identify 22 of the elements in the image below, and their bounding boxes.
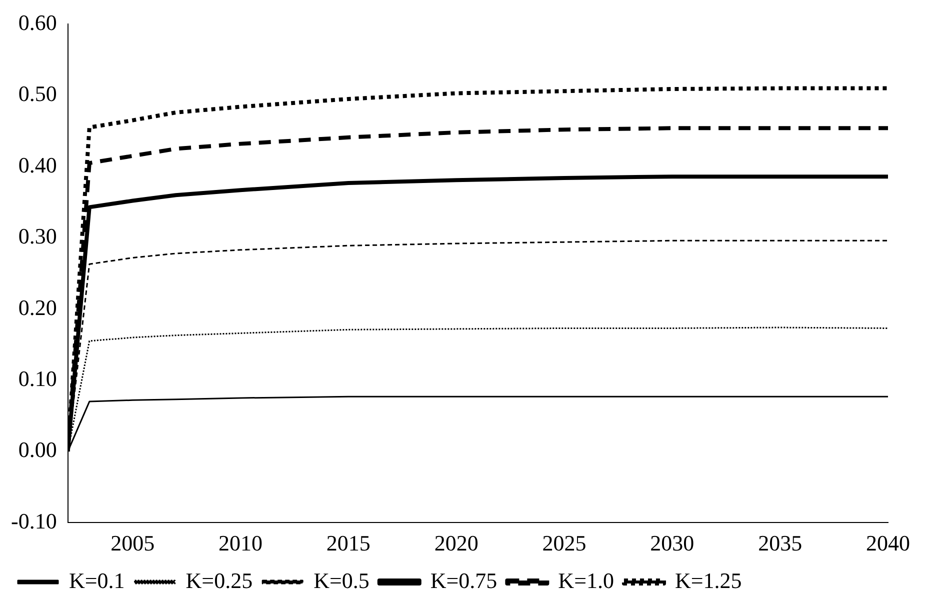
y-tick-label: 0.50 <box>18 81 57 106</box>
x-tick-label: 2005 <box>110 530 155 556</box>
legend-label: K=0.25 <box>186 568 253 593</box>
legend-label: K=0.75 <box>430 568 498 593</box>
legend-label: K=1.0 <box>558 568 614 593</box>
y-tick-label: 0.60 <box>18 10 57 35</box>
y-tick-label: 0.30 <box>18 224 57 249</box>
y-tick-label: 0.10 <box>18 366 57 391</box>
legend-label: K=0.1 <box>69 568 125 593</box>
legend-label: K=1.25 <box>674 568 742 593</box>
x-tick-label: 2015 <box>326 530 370 556</box>
y-tick-label: 0.40 <box>18 152 57 178</box>
legend-label: K=0.5 <box>314 568 370 593</box>
x-tick-label: 2010 <box>218 530 262 556</box>
x-tick-label: 2025 <box>542 530 586 556</box>
y-tick-label: -0.10 <box>11 508 57 534</box>
x-tick-label: 2030 <box>650 530 694 556</box>
y-tick-label: 0.00 <box>18 437 57 462</box>
x-tick-label: 2040 <box>866 530 910 556</box>
x-tick-label: 2020 <box>434 530 478 556</box>
y-tick-label: 0.20 <box>18 294 57 320</box>
x-tick-label: 2035 <box>758 530 802 556</box>
